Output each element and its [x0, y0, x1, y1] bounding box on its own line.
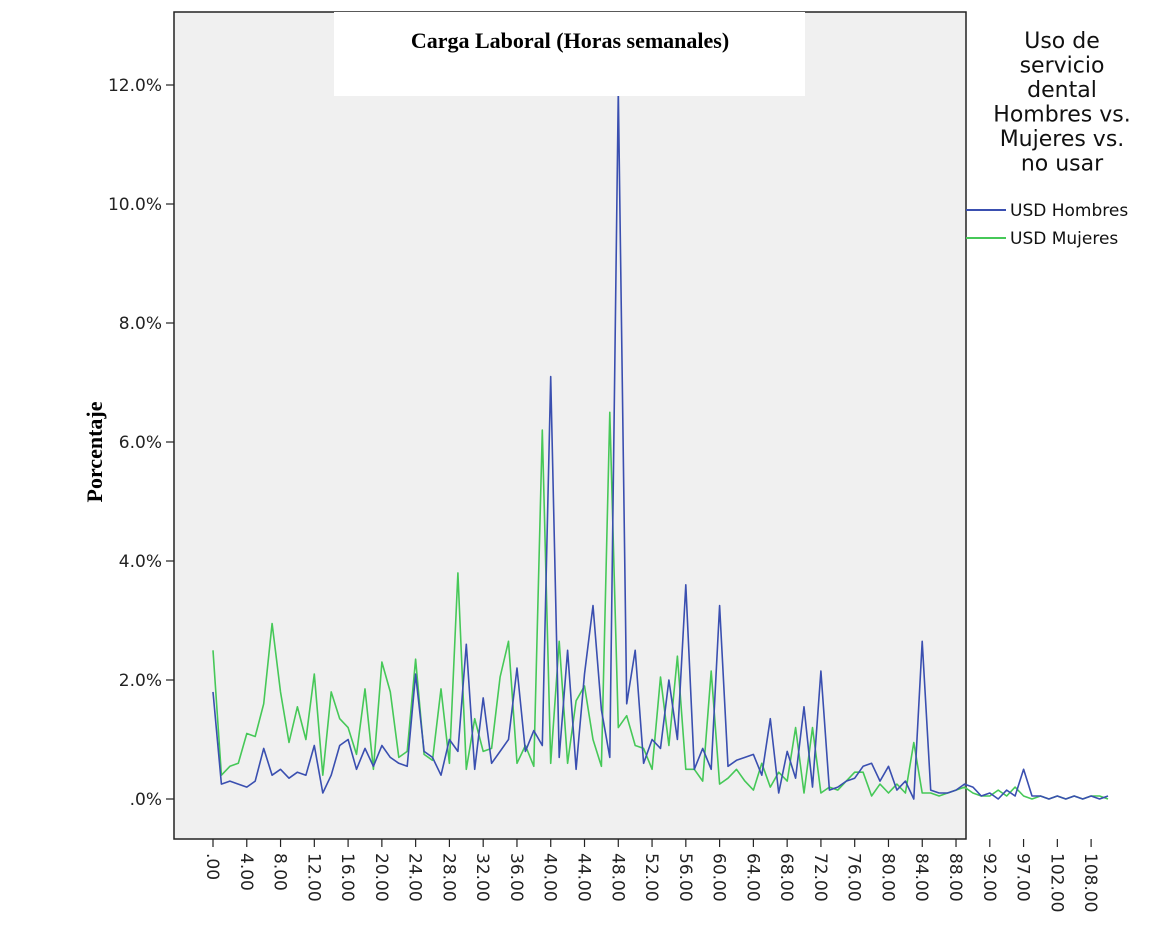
- legend-title-line: Uso de: [1024, 29, 1100, 54]
- y-axis-label: Porcentaje: [82, 401, 107, 502]
- x-tick-label: 76.00: [844, 853, 864, 902]
- x-tick-label: 92.00: [979, 853, 999, 902]
- x-tick-label: 72.00: [810, 853, 830, 902]
- y-tick-label: 10.0%: [108, 195, 162, 215]
- x-tick-label: 97.00: [1013, 853, 1033, 902]
- y-tick-label: 2.0%: [119, 671, 162, 691]
- x-tick-label: 56.00: [675, 853, 695, 902]
- x-tick-label: 68.00: [776, 853, 796, 902]
- y-tick-label: 12.0%: [108, 76, 162, 96]
- legend-title-line: Mujeres vs.: [1000, 127, 1125, 152]
- legend-entry: USD Hombres: [1010, 201, 1128, 221]
- series-line-mujeres: [212, 411, 1109, 800]
- legend-title-line: servicio: [1020, 54, 1105, 79]
- x-tick-label: 44.00: [574, 853, 594, 902]
- y-tick-label: 6.0%: [119, 433, 162, 453]
- series-line-hombres: [212, 90, 1109, 800]
- x-tick-label: 12.00: [303, 853, 323, 902]
- x-tick-label: 16.00: [337, 853, 357, 902]
- legend-entry: USD Mujeres: [1010, 229, 1118, 249]
- chart-title: Carga Laboral (Horas semanales): [411, 28, 729, 53]
- x-tick-label: 24.00: [405, 853, 425, 902]
- legend-title-line: Hombres vs.: [993, 103, 1130, 128]
- y-tick-label: 4.0%: [119, 552, 162, 572]
- x-tick-label: 88.00: [945, 853, 965, 902]
- x-tick-label: 102.00: [1046, 853, 1066, 912]
- y-tick-label: 8.0%: [119, 314, 162, 334]
- legend-title-line: dental: [1027, 78, 1097, 103]
- x-tick-label: 60.00: [709, 853, 729, 902]
- x-tick-label: 80.00: [878, 853, 898, 902]
- y-tick-label: .0%: [130, 790, 162, 810]
- x-tick-label: 8.00: [270, 853, 290, 891]
- title-box: [334, 12, 805, 96]
- x-tick-label: 4.00: [236, 853, 256, 891]
- x-tick-label: .00: [202, 853, 222, 880]
- x-tick-label: 36.00: [506, 853, 526, 902]
- plot-area: [173, 11, 967, 840]
- x-tick-label: 32.00: [472, 853, 492, 902]
- x-tick-label: 48.00: [607, 853, 627, 902]
- x-tick-label: 52.00: [641, 853, 661, 902]
- x-tick-label: 84.00: [911, 853, 931, 902]
- x-tick-label: 108.00: [1080, 853, 1100, 912]
- x-tick-label: 64.00: [742, 853, 762, 902]
- x-tick-label: 28.00: [438, 853, 458, 902]
- x-tick-label: 40.00: [540, 853, 560, 902]
- legend-title-line: no usar: [1021, 152, 1104, 177]
- x-tick-label: 20.00: [371, 853, 391, 902]
